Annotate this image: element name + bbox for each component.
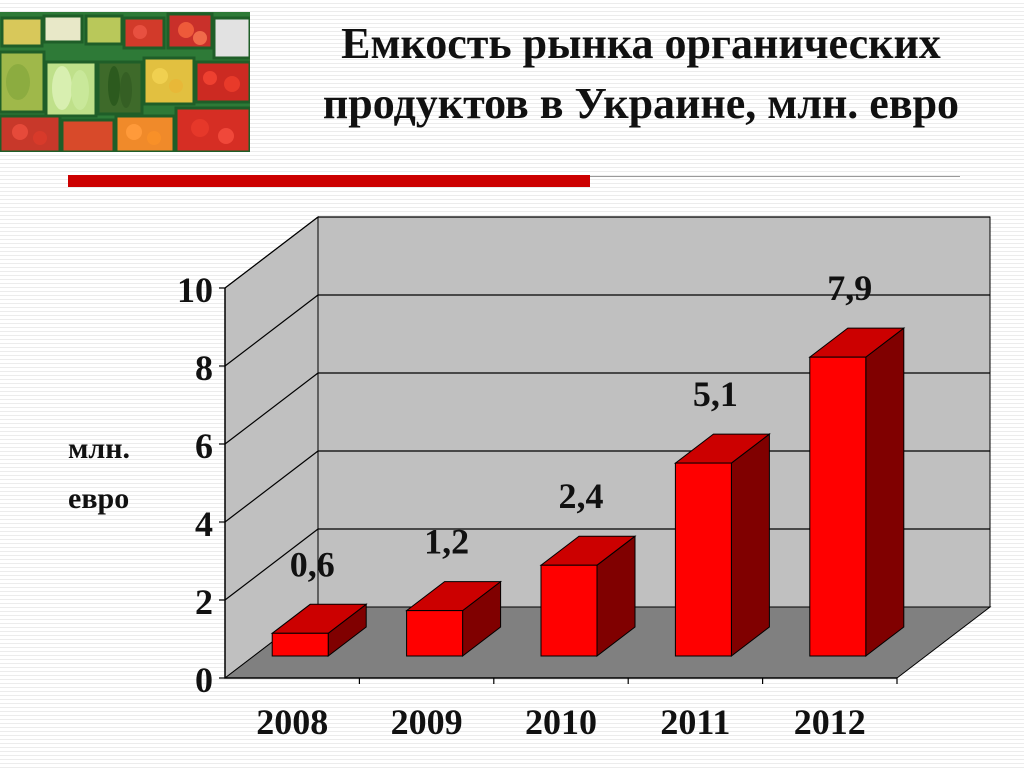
gridline-side [224, 294, 319, 367]
gridline-side [224, 216, 319, 289]
y-tick-labels: 0 2 4 6 8 10 [177, 270, 213, 700]
y-tick-label: 2 [195, 582, 213, 622]
x-tick-label: 2012 [794, 702, 866, 742]
value-label: 2,4 [559, 476, 604, 516]
y-axis-unit-line1: млн. [68, 432, 131, 465]
bar-front [809, 356, 867, 657]
accent-bar [68, 175, 590, 187]
bar-front [674, 462, 732, 657]
gridline-side [224, 528, 319, 601]
gridline-side [224, 372, 319, 445]
value-label: 7,9 [827, 268, 872, 308]
bar-2008 [270, 603, 368, 658]
axes [219, 287, 898, 684]
slide-title: Емкость рынка органических продуктов в У… [258, 14, 1024, 134]
slide-title-line1: Емкость рынка органических [341, 19, 941, 68]
bar-2009 [405, 580, 503, 658]
y-tick-label: 8 [195, 348, 213, 388]
bar-2011 [673, 433, 771, 658]
x-tick-label: 2010 [525, 702, 597, 742]
y-tick-label: 0 [195, 660, 213, 700]
vegetables-market-photo [0, 12, 250, 152]
bar-2012 [808, 327, 906, 658]
value-labels: 0,6 1,2 2,4 5,1 7,9 [290, 268, 873, 584]
y-tick-label: 6 [195, 426, 213, 466]
y-axis-unit-label: млн. евро [68, 424, 158, 524]
slide-title-line2: продуктов в Украине, млн. евро [322, 79, 960, 128]
bar-front [406, 610, 464, 657]
value-label: 0,6 [290, 544, 335, 584]
bar-front [540, 564, 598, 657]
bars [270, 327, 906, 658]
y-tick-label: 10 [177, 270, 213, 310]
x-tick-label: 2011 [660, 702, 730, 742]
bar-side [730, 433, 770, 658]
bar-front [271, 632, 329, 657]
value-label: 5,1 [693, 374, 738, 414]
bar-side [865, 327, 905, 658]
bar-2010 [539, 535, 637, 658]
x-tick-label: 2009 [391, 702, 463, 742]
value-label: 1,2 [424, 522, 469, 562]
gridline-side [224, 450, 319, 523]
x-tick-labels: 2008 2009 2010 2011 2012 [256, 702, 866, 742]
y-axis-unit-line2: евро [68, 482, 130, 515]
y-tick-label: 4 [195, 504, 213, 544]
x-tick-label: 2008 [256, 702, 328, 742]
